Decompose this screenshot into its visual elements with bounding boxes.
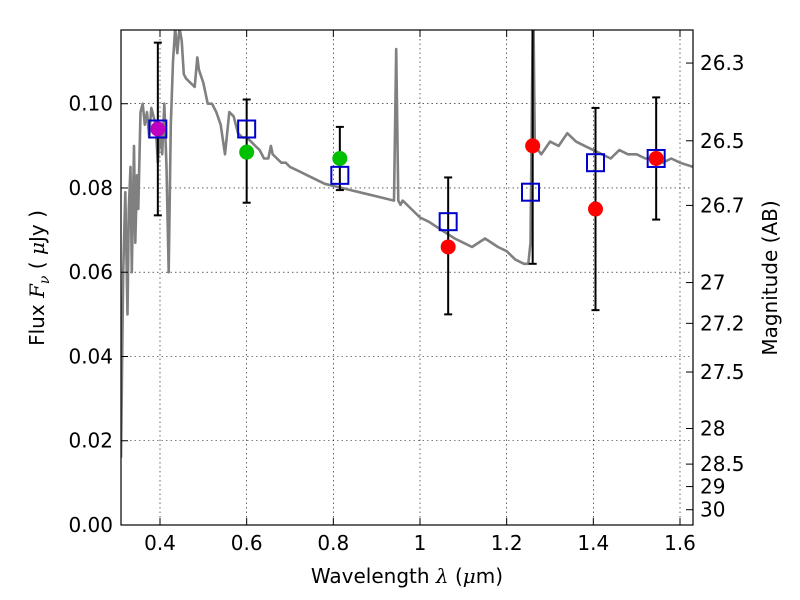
x-tick-label: 0.4 [144,531,176,555]
flux-point [239,144,255,160]
sed-layer [121,30,693,458]
y2-tick-label: 30 [700,498,725,522]
x-axis-label: Wavelength λ (μm) [311,564,503,588]
flux-point [648,150,664,166]
x-tick-label: 0.8 [317,531,349,555]
y2-tick-label: 26.7 [700,193,745,217]
y2-tick-label: 27.5 [700,360,745,384]
model-point [438,212,458,232]
y-axis-label: Flux Fν ( μJy ) [25,210,53,346]
y-tick-label: 0.04 [68,344,113,368]
tick-layer: 0.4 0.6 0.8 1 1.2 1.4 1.6 0.00 0.02 0.04 0.06 0.08 0… [68,30,745,555]
x-tick-label: 0.6 [231,531,263,555]
y2-tick-label: 26.5 [700,129,745,153]
y2-tick-label: 29 [700,475,725,499]
flux-point [588,201,603,217]
x-tick-label: 1.2 [491,531,523,555]
model-point [148,119,168,139]
flux-point [332,150,348,166]
y2-tick-label: 27.2 [700,311,745,335]
y-tick-label: 0.08 [68,176,113,200]
model-point [521,182,540,202]
marker-layer [148,119,666,255]
y2-tick-label: 27 [700,271,725,295]
y-tick-label: 0.02 [68,429,113,453]
x-tick-label: 1.6 [664,531,696,555]
model-point [330,165,350,185]
flux-point [440,239,456,255]
model-point [237,119,257,139]
y-tick-label: 0.10 [68,92,113,116]
x-tick-label: 1.4 [577,531,609,555]
flux-point [525,138,541,154]
errorbar-layer [153,30,661,316]
y2-tick-label: 26.3 [700,51,745,75]
model-point [646,148,666,168]
y-tick-label: 0.06 [68,260,113,284]
grid [121,30,693,526]
flux-point [150,121,166,137]
y2-tick-label: 28.5 [700,452,745,476]
x-tick-label: 1 [414,531,427,555]
sed-line [121,30,693,458]
y-tick-label: 0.00 [68,513,113,537]
y2-tick-label: 28 [700,416,725,440]
model-point [586,153,605,173]
plot-frame [120,29,694,526]
y2-axis-label: Magnitude (AB) [758,200,782,355]
